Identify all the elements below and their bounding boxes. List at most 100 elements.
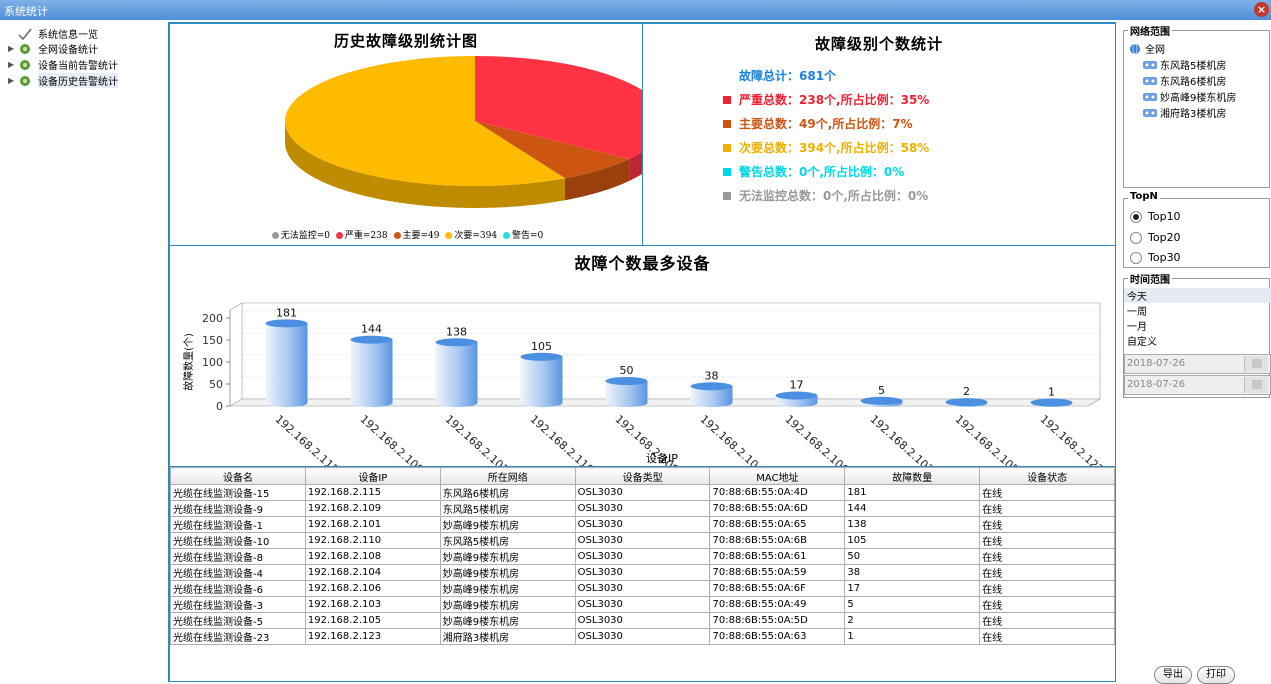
bar[interactable] xyxy=(435,342,478,407)
table-row[interactable]: 光缆在线监测设备-15 192.168.2.115 东风路6楼机房 OSL3030 70… xyxy=(170,484,1115,501)
table-cell: 192.168.2.105 xyxy=(304,612,441,629)
stat-minor: 次要总数：394个,所占比例：58% xyxy=(723,139,929,156)
table-cell: 东风路5楼机房 xyxy=(439,532,576,549)
main-content: 历史故障级别统计图 无法监控=0 严重=238 主要=49 次要=394 警告=… xyxy=(168,22,1116,682)
radio-button[interactable] xyxy=(1130,231,1142,244)
table-cell: 1 xyxy=(844,628,981,645)
bar-value-label: 1 xyxy=(1048,386,1055,399)
table-row[interactable]: 光缆在线监测设备-4 192.168.2.104 妙高峰9楼东机房 OSL3030 70… xyxy=(170,564,1115,581)
table-cell: 70:88:6B:55:0A:61 xyxy=(709,548,846,565)
table-cell: 70:88:6B:55:0A:63 xyxy=(709,628,846,645)
radio-button[interactable] xyxy=(1130,251,1142,264)
topn-option-top30[interactable]: Top30 xyxy=(1130,251,1181,264)
network-node[interactable]: 妙高峰9楼东机房 xyxy=(1142,89,1236,104)
x-tick-label: 192.168.2.115 xyxy=(272,413,341,466)
bar[interactable] xyxy=(520,356,563,407)
table-row[interactable]: 光缆在线监测设备-6 192.168.2.106 妙高峰9楼东机房 OSL3030 70… xyxy=(170,580,1115,597)
radio-button[interactable] xyxy=(1130,210,1142,223)
column-header[interactable]: 设备名 xyxy=(170,467,306,485)
table-row[interactable]: 光缆在线监测设备-1 192.168.2.101 妙高峰9楼东机房 OSL3030 70… xyxy=(170,516,1115,533)
end-date-field[interactable]: 2018-07-26 xyxy=(1124,375,1271,395)
y-tick-label: 100 xyxy=(202,356,223,369)
pie-slice-严重[interactable] xyxy=(475,56,642,160)
table-row[interactable]: 光缆在线监测设备-5 192.168.2.105 妙高峰9楼东机房 OSL3030 70… xyxy=(170,612,1115,629)
bar[interactable] xyxy=(605,381,648,407)
network-node[interactable]: 东风路5楼机房 xyxy=(1142,57,1226,72)
time-option-today[interactable]: 今天 xyxy=(1124,288,1271,303)
column-header[interactable]: 故障数量 xyxy=(844,467,981,485)
export-button[interactable]: 导出 xyxy=(1154,666,1192,684)
table-row[interactable]: 光缆在线监测设备-8 192.168.2.108 妙高峰9楼东机房 OSL3030 70… xyxy=(170,548,1115,565)
column-header[interactable]: 设备类型 xyxy=(574,467,711,485)
table-cell: 138 xyxy=(844,516,981,533)
nav-item-history-alarms[interactable]: ▶ 设备历史告警统计 xyxy=(8,73,118,88)
time-option-custom[interactable]: 自定义 xyxy=(1127,337,1157,348)
table-row[interactable]: 光缆在线监测设备-9 192.168.2.109 东风路5楼机房 OSL3030 70:… xyxy=(170,500,1115,517)
table-cell: 70:88:6B:55:0A:65 xyxy=(709,516,846,533)
close-icon[interactable]: × xyxy=(1254,2,1269,17)
table-cell: 东风路5楼机房 xyxy=(439,500,576,517)
window-titlebar: 系统统计 × xyxy=(0,0,1271,20)
table-row[interactable]: 光缆在线监测设备-3 192.168.2.103 妙高峰9楼东机房 OSL3030 70… xyxy=(170,596,1115,613)
calendar-icon[interactable] xyxy=(1244,377,1268,393)
x-tick-label: 192.168.2.104 xyxy=(697,413,766,466)
table-cell: OSL3030 xyxy=(574,628,711,645)
table-cell: 192.168.2.104 xyxy=(304,564,441,581)
bar[interactable] xyxy=(265,323,308,407)
network-node-icon xyxy=(1143,92,1157,101)
column-header[interactable]: MAC地址 xyxy=(709,467,846,485)
nav-item-current-alarms[interactable]: ▶ 设备当前告警统计 xyxy=(8,59,118,72)
nav-item-system-info[interactable]: 系统信息一览 xyxy=(8,26,98,41)
network-node[interactable]: 湘府路3楼机房 xyxy=(1142,105,1226,120)
expand-arrow-icon[interactable]: ▶ xyxy=(8,44,15,53)
x-tick-label: 192.168.2.110 xyxy=(527,413,596,466)
expand-arrow-icon[interactable]: ▶ xyxy=(8,76,15,85)
pie-chart-title: 历史故障级别统计图 xyxy=(333,32,478,50)
fault-total: 故障总计：681个 xyxy=(739,69,837,83)
bar[interactable] xyxy=(350,339,393,407)
bar-chart-title: 故障个数最多设备 xyxy=(574,254,711,273)
table-cell: 在线 xyxy=(979,548,1115,565)
network-node[interactable]: 东风路6楼机房 xyxy=(1142,73,1226,88)
topn-option-top10[interactable]: Top10 xyxy=(1130,210,1181,223)
pie-slice-side xyxy=(285,121,566,208)
network-node-icon xyxy=(1143,76,1157,85)
table-row[interactable]: 光缆在线监测设备-10 192.168.2.110 东风路5楼机房 OSL3030 70… xyxy=(170,532,1115,549)
table-cell: 192.168.2.115 xyxy=(304,484,441,501)
topn-group: TopN Top10 Top20 Top30 xyxy=(1123,191,1270,268)
table-cell: 70:88:6B:55:0A:49 xyxy=(709,596,846,613)
legend-entry: 严重=238 xyxy=(333,231,388,241)
bar-top xyxy=(775,391,818,400)
bar-top xyxy=(1030,398,1073,407)
bar-top xyxy=(860,396,903,405)
table-cell: 192.168.2.101 xyxy=(304,516,441,533)
network-node-icon xyxy=(1143,108,1157,117)
checklist-icon xyxy=(18,28,32,40)
topn-option-top20[interactable]: Top20 xyxy=(1130,231,1181,244)
column-header[interactable]: 设备状态 xyxy=(979,467,1115,485)
table-row[interactable]: 光缆在线监测设备-23 192.168.2.123 湘府路3楼机房 OSL3030 70… xyxy=(170,628,1115,645)
pie-slice-次要[interactable] xyxy=(285,56,566,186)
device-table-panel: 设备名 设备IP 所在网络 设备类型 MAC地址 故障数量 设备状态 光缆在线监… xyxy=(169,466,1116,682)
pie-slice-side xyxy=(629,151,642,182)
time-option-month[interactable]: 一月 xyxy=(1127,322,1147,333)
expand-arrow-icon[interactable]: ▶ xyxy=(8,60,15,69)
nav-item-network-devices[interactable]: ▶ 全网设备统计 xyxy=(8,43,98,56)
start-date-field[interactable]: 2018-07-26 xyxy=(1124,354,1271,374)
table-cell: 光缆在线监测设备-8 xyxy=(170,548,306,565)
device-stats-icon xyxy=(20,59,30,70)
pie-slice-主要[interactable] xyxy=(475,121,630,179)
column-header[interactable]: 所在网络 xyxy=(439,467,576,485)
print-button[interactable]: 打印 xyxy=(1197,666,1235,684)
table-cell: 在线 xyxy=(979,532,1115,549)
window-title: 系统统计 xyxy=(4,5,48,18)
bar-value-label: 50 xyxy=(620,364,634,377)
time-option-week[interactable]: 一周 xyxy=(1127,307,1147,318)
table-cell: 70:88:6B:55:0A:5D xyxy=(709,612,846,629)
bar[interactable] xyxy=(690,386,733,407)
calendar-icon[interactable] xyxy=(1244,356,1268,372)
table-cell: 光缆在线监测设备-1 xyxy=(170,516,306,533)
column-header[interactable]: 设备IP xyxy=(304,467,441,485)
table-cell: 妙高峰9楼东机房 xyxy=(439,564,576,581)
network-root[interactable]: 全网 xyxy=(1128,41,1165,56)
